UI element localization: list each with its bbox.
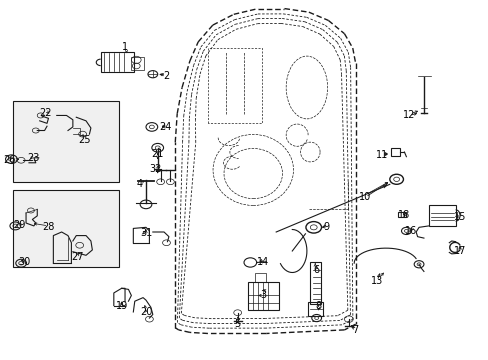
Text: 28: 28 xyxy=(42,222,55,232)
Text: 26: 26 xyxy=(3,155,16,165)
Text: 11: 11 xyxy=(375,150,387,160)
Text: 1: 1 xyxy=(122,42,128,52)
Text: 21: 21 xyxy=(151,149,163,159)
Bar xyxy=(390,148,399,156)
Text: 25: 25 xyxy=(78,135,91,145)
Text: 2: 2 xyxy=(163,71,169,81)
Text: 10: 10 xyxy=(359,192,371,202)
Text: 12: 12 xyxy=(402,111,415,121)
Bar xyxy=(428,205,455,226)
Text: 29: 29 xyxy=(13,220,25,230)
Bar xyxy=(397,212,405,217)
Text: 6: 6 xyxy=(313,265,319,275)
Bar xyxy=(307,302,323,316)
Text: 16: 16 xyxy=(405,226,417,236)
Text: 7: 7 xyxy=(352,325,358,335)
Text: 27: 27 xyxy=(71,252,84,262)
FancyBboxPatch shape xyxy=(13,101,119,182)
FancyBboxPatch shape xyxy=(13,190,119,267)
Bar xyxy=(131,57,143,69)
Text: 9: 9 xyxy=(323,222,329,231)
Text: 23: 23 xyxy=(28,153,40,163)
Text: 18: 18 xyxy=(398,210,410,220)
Text: 31: 31 xyxy=(140,228,152,238)
Text: 22: 22 xyxy=(39,108,52,118)
Text: 19: 19 xyxy=(115,301,127,311)
Text: 24: 24 xyxy=(159,122,171,132)
Text: 15: 15 xyxy=(453,212,465,221)
Text: 14: 14 xyxy=(256,257,268,267)
Text: 5: 5 xyxy=(234,319,240,329)
Bar xyxy=(310,262,321,304)
Text: 4: 4 xyxy=(136,179,142,189)
Text: 3: 3 xyxy=(260,291,265,301)
Text: 13: 13 xyxy=(370,276,383,286)
Bar xyxy=(101,51,134,72)
Text: 30: 30 xyxy=(18,257,30,267)
Text: 20: 20 xyxy=(140,307,152,317)
Text: 8: 8 xyxy=(315,301,321,311)
Text: 32: 32 xyxy=(149,163,162,174)
Bar xyxy=(248,282,278,310)
Text: 17: 17 xyxy=(453,246,465,256)
Bar xyxy=(255,273,265,282)
